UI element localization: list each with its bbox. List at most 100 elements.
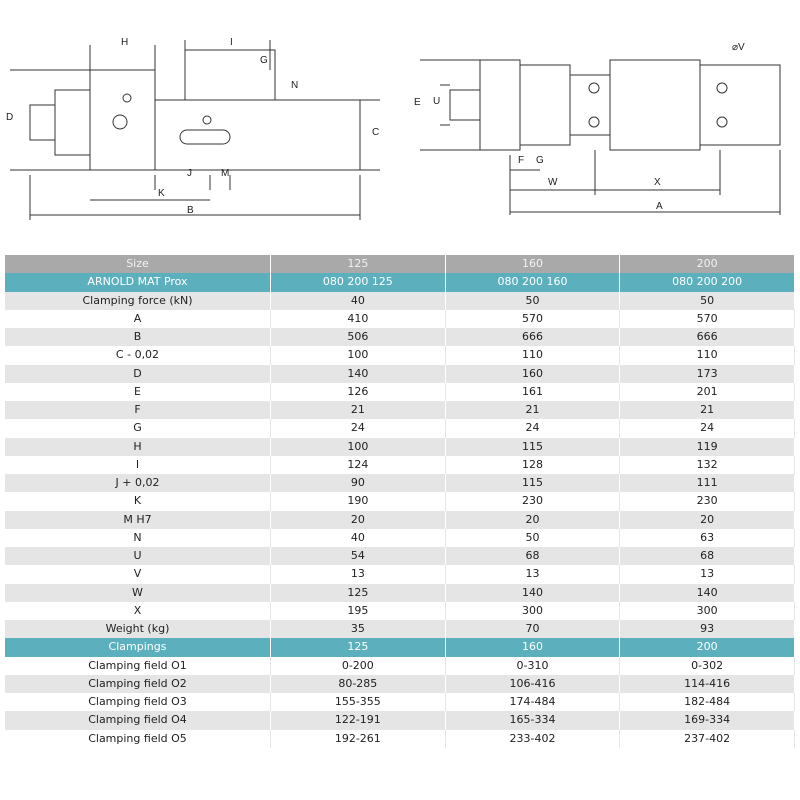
cell-value: 100 xyxy=(270,437,446,456)
cell-value: 124 xyxy=(270,455,446,474)
cell-value: 140 xyxy=(445,583,621,602)
dimension-label: I xyxy=(230,37,233,48)
cell-value: 115 xyxy=(445,437,621,456)
cell-value: 128 xyxy=(445,455,621,474)
table-row: Clamping field O1 0-200 0-310 0-302 xyxy=(5,656,795,675)
row-label: I xyxy=(5,455,271,474)
cell-value: 40 xyxy=(270,291,446,310)
dimension-label: N xyxy=(291,80,298,91)
cell-value: 570 xyxy=(619,309,795,328)
cell-value: 13 xyxy=(619,565,795,584)
row-label: B xyxy=(5,328,271,347)
cell-value: 182-484 xyxy=(619,693,795,712)
table-row: Clamping field O2 80-285 106-416 114-416 xyxy=(5,674,795,693)
row-label: Clamping field O1 xyxy=(5,656,271,675)
cell-value: 50 xyxy=(445,291,621,310)
side-view xyxy=(10,40,380,220)
cell-value: 200 xyxy=(619,255,795,274)
row-label: V xyxy=(5,565,271,584)
row-label: Clamping field O4 xyxy=(5,711,271,730)
cell-value: 140 xyxy=(619,583,795,602)
cell-value: 0-200 xyxy=(270,656,446,675)
cell-value: 190 xyxy=(270,492,446,511)
table-row: N 40 50 63 xyxy=(5,528,795,547)
cell-value: 114-416 xyxy=(619,674,795,693)
row-label: G xyxy=(5,419,271,438)
cell-value: 110 xyxy=(619,346,795,365)
table-row: U 54 68 68 xyxy=(5,547,795,566)
cell-value: 68 xyxy=(619,547,795,566)
row-label: U xyxy=(5,547,271,566)
cell-value: 192-261 xyxy=(270,729,446,748)
cell-value: 570 xyxy=(445,309,621,328)
row-label: A xyxy=(5,309,271,328)
row-label: Clampings xyxy=(5,638,271,657)
row-label: J + 0,02 xyxy=(5,474,271,493)
dimension-label: E xyxy=(414,97,421,108)
row-label: F xyxy=(5,401,271,420)
cell-value: 506 xyxy=(270,328,446,347)
cell-value: 20 xyxy=(445,510,621,529)
cell-value: 080 200 160 xyxy=(445,273,621,292)
cell-value: 160 xyxy=(445,364,621,383)
dimension-label: X xyxy=(654,177,661,188)
row-label: Weight (kg) xyxy=(5,620,271,639)
cell-value: 54 xyxy=(270,547,446,566)
cell-value: 080 200 200 xyxy=(619,273,795,292)
row-label: ARNOLD MAT Prox xyxy=(5,273,271,292)
cell-value: 24 xyxy=(619,419,795,438)
cell-value: 230 xyxy=(619,492,795,511)
cell-value: 119 xyxy=(619,437,795,456)
row-label: C - 0,02 xyxy=(5,346,271,365)
row-label: M H7 xyxy=(5,510,271,529)
table-row: E 126 161 201 xyxy=(5,382,795,401)
row-label: D xyxy=(5,364,271,383)
cell-value: 126 xyxy=(270,382,446,401)
table-row: I 124 128 132 xyxy=(5,455,795,474)
table-row: G 24 24 24 xyxy=(5,419,795,438)
cell-value: 50 xyxy=(619,291,795,310)
table-row: Clamping field O5 192-261 233-402 237-402 xyxy=(5,729,795,748)
cell-value: 666 xyxy=(619,328,795,347)
cell-value: 70 xyxy=(445,620,621,639)
table-row: Weight (kg) 35 70 93 xyxy=(5,620,795,639)
cell-value: 169-334 xyxy=(619,711,795,730)
top-view xyxy=(420,59,781,215)
cell-value: 68 xyxy=(445,547,621,566)
cell-value: 132 xyxy=(619,455,795,474)
row-label: Clamping field O3 xyxy=(5,693,271,712)
row-label: Clamping field O2 xyxy=(5,674,271,693)
cell-value: 80-285 xyxy=(270,674,446,693)
table-row: C - 0,02 100 110 110 xyxy=(5,346,795,365)
cell-value: 230 xyxy=(445,492,621,511)
cell-value: 21 xyxy=(270,401,446,420)
dimension-label: A xyxy=(656,201,663,212)
table-row: M H7 20 20 20 xyxy=(5,510,795,529)
cell-value: 21 xyxy=(619,401,795,420)
table-row: A 410 570 570 xyxy=(5,309,795,328)
dimension-label: J xyxy=(187,168,192,179)
cell-value: 13 xyxy=(445,565,621,584)
row-label: Size xyxy=(5,255,271,274)
dimension-label: G xyxy=(260,55,268,66)
cell-value: 410 xyxy=(270,309,446,328)
table-row: D 140 160 173 xyxy=(5,364,795,383)
cell-value: 0-302 xyxy=(619,656,795,675)
product-row: ARNOLD MAT Prox 080 200 125 080 200 160 080… xyxy=(5,273,795,292)
cell-value: 125 xyxy=(270,583,446,602)
cell-value: 173 xyxy=(619,364,795,383)
row-label: Clamping field O5 xyxy=(5,729,271,748)
dimension-label: U xyxy=(433,96,440,107)
cell-value: 90 xyxy=(270,474,446,493)
cell-value: 174-484 xyxy=(445,693,621,712)
row-label: H xyxy=(5,437,271,456)
dimension-label: B xyxy=(187,205,194,216)
cell-value: 111 xyxy=(619,474,795,493)
cell-value: 24 xyxy=(445,419,621,438)
specifications-table: Size 125 160 200 ARNOLD MAT Prox 080 200 125 0… xyxy=(5,255,795,748)
table-row: K 190 230 230 xyxy=(5,492,795,511)
cell-value: 106-416 xyxy=(445,674,621,693)
row-label: E xyxy=(5,382,271,401)
cell-value: 13 xyxy=(270,565,446,584)
